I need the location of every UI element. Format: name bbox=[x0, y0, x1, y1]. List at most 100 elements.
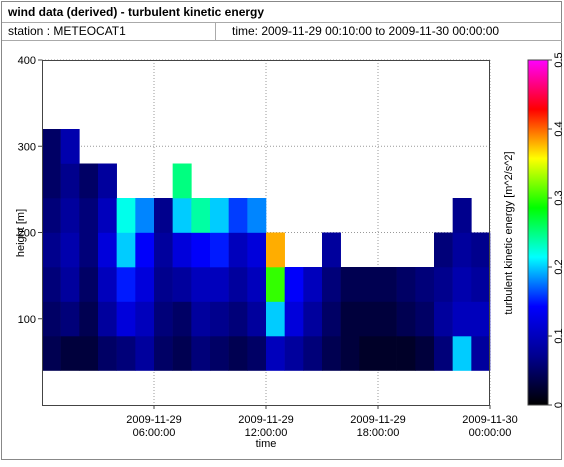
cell bbox=[266, 232, 285, 268]
colorbar-tick-label: 0.4 bbox=[553, 121, 564, 136]
colorbar bbox=[527, 59, 549, 406]
cell bbox=[79, 301, 99, 337]
colorbar-title: turbulent kinetic energy [m^2/s^2] bbox=[503, 151, 515, 314]
cell bbox=[42, 163, 61, 199]
cell bbox=[98, 336, 117, 371]
cell bbox=[79, 232, 99, 268]
time-range: time: 2009-11-29 00:10:00 to 2009-11-30 … bbox=[232, 24, 499, 38]
cell bbox=[415, 336, 435, 371]
cell bbox=[116, 336, 136, 371]
cell bbox=[247, 198, 267, 233]
y-tick-label: 200 bbox=[18, 228, 36, 240]
cell bbox=[303, 301, 323, 337]
cell bbox=[154, 198, 173, 233]
cell bbox=[303, 267, 323, 302]
cell bbox=[172, 198, 192, 233]
cell bbox=[116, 267, 136, 302]
cell bbox=[434, 267, 453, 302]
cell bbox=[247, 267, 267, 302]
cell bbox=[396, 267, 416, 302]
cell bbox=[340, 267, 360, 302]
cell bbox=[247, 336, 267, 371]
cell bbox=[284, 267, 304, 302]
cell bbox=[154, 301, 173, 337]
cell bbox=[172, 232, 192, 268]
cell bbox=[284, 301, 304, 337]
cell bbox=[79, 336, 99, 371]
cell bbox=[98, 301, 117, 337]
cell bbox=[228, 336, 248, 371]
cell bbox=[191, 198, 211, 233]
cell bbox=[60, 198, 80, 233]
cell bbox=[60, 301, 80, 337]
cell bbox=[396, 301, 416, 337]
y-tick-label: 400 bbox=[18, 55, 36, 67]
cell bbox=[98, 232, 117, 268]
x-tick-label: 2009-11-29 12:00:00 bbox=[238, 414, 293, 439]
x-tick-label: 2009-11-30 00:00:00 bbox=[462, 414, 517, 439]
colorbar-tick-label: 0.1 bbox=[553, 328, 564, 343]
cell bbox=[452, 232, 472, 268]
cell bbox=[60, 163, 80, 199]
cell bbox=[42, 301, 61, 337]
cell bbox=[116, 198, 136, 233]
cell bbox=[172, 267, 192, 302]
x-tick-label: 2009-11-29 06:00:00 bbox=[126, 414, 181, 439]
cell bbox=[210, 232, 229, 268]
cell bbox=[415, 301, 435, 337]
title: wind data (derived) - turbulent kinetic … bbox=[7, 5, 264, 19]
cell bbox=[191, 336, 211, 371]
cell bbox=[228, 198, 248, 233]
colorbar-tick-label: 0 bbox=[553, 402, 564, 408]
cell bbox=[434, 232, 453, 268]
cell bbox=[154, 232, 173, 268]
cell bbox=[434, 301, 453, 337]
cell bbox=[415, 267, 435, 302]
cell bbox=[247, 301, 267, 337]
cell bbox=[322, 232, 341, 268]
cell bbox=[42, 267, 61, 302]
cell bbox=[228, 232, 248, 268]
cell bbox=[42, 129, 61, 164]
cell bbox=[79, 198, 99, 233]
cell bbox=[228, 301, 248, 337]
cell bbox=[60, 129, 80, 164]
cell bbox=[98, 267, 117, 302]
cell bbox=[303, 336, 323, 371]
cell bbox=[172, 336, 192, 371]
y-axis-title: height [m] bbox=[15, 209, 27, 257]
cell bbox=[266, 301, 285, 337]
y-tick-label: 300 bbox=[18, 141, 36, 153]
cell bbox=[60, 336, 80, 371]
cell bbox=[79, 163, 99, 199]
cell bbox=[191, 232, 211, 268]
y-tick-label: 100 bbox=[18, 314, 36, 326]
cell bbox=[228, 267, 248, 302]
cell bbox=[340, 301, 360, 337]
cell bbox=[135, 301, 155, 337]
cell bbox=[60, 267, 80, 302]
cell bbox=[471, 301, 491, 337]
cell bbox=[322, 267, 341, 302]
cell bbox=[471, 267, 491, 302]
cell bbox=[452, 301, 472, 337]
cell bbox=[378, 301, 397, 337]
cell bbox=[452, 336, 472, 371]
cell bbox=[154, 336, 173, 371]
cell bbox=[172, 301, 192, 337]
x-axis-title: time bbox=[256, 438, 277, 450]
cell bbox=[191, 301, 211, 337]
cell bbox=[60, 232, 80, 268]
x-tick-label: 2009-11-29 18:00:00 bbox=[350, 414, 405, 439]
colorbar-tick-label: 0.3 bbox=[553, 190, 564, 205]
cell bbox=[135, 336, 155, 371]
cell bbox=[322, 336, 341, 371]
cell bbox=[266, 336, 285, 371]
cell bbox=[396, 336, 416, 371]
cell bbox=[210, 336, 229, 371]
cell bbox=[135, 267, 155, 302]
cell bbox=[471, 232, 491, 268]
colorbar-tick-label: 0.2 bbox=[553, 259, 564, 274]
cell bbox=[340, 336, 360, 371]
cell bbox=[359, 336, 379, 371]
